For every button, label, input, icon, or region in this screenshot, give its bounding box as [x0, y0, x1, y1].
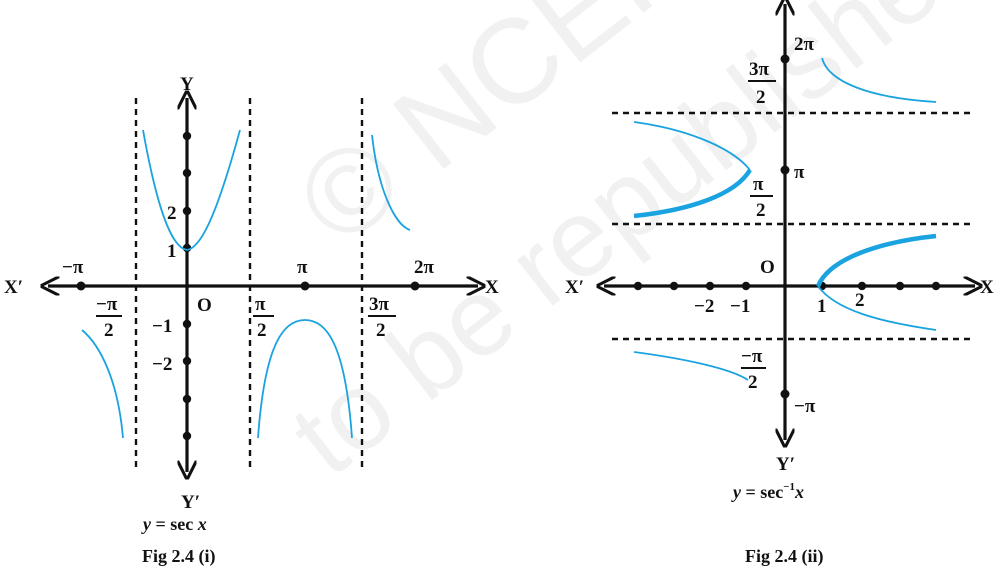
dot-x-neg5	[633, 281, 643, 291]
x-tick-neg2: −2	[694, 296, 714, 317]
y-tick-neg-pi: −π	[794, 396, 816, 417]
dot-2pi	[410, 281, 420, 291]
arcsec-branch-bottom-left	[633, 351, 749, 381]
dot-pi	[300, 281, 310, 291]
arcsec-curves	[633, 57, 937, 381]
tick-3pi2-num: 3π	[369, 294, 390, 315]
x-tick-2: 2	[855, 290, 865, 311]
arcsec-branch-lower-right	[817, 285, 937, 331]
arcsec-branch-top-right	[821, 57, 937, 103]
label-origin: O	[197, 295, 212, 316]
dot-y-2pi	[780, 54, 790, 64]
tick-dots-2	[633, 54, 941, 399]
y-tick-2pi: 2π	[794, 34, 815, 55]
y-tick-neg2: −2	[152, 354, 172, 375]
dot-neg-pi	[76, 281, 86, 291]
label-y-prime: Y′	[181, 492, 200, 513]
y-tick-negpi2-den: 2	[748, 372, 758, 393]
y-tick-pi2-num: π	[753, 174, 764, 195]
equation-2: y = sec−1x	[731, 481, 804, 502]
eq2-y: y	[731, 482, 742, 502]
label-x-prime: X′	[565, 277, 584, 298]
dot-yneg2	[182, 356, 192, 366]
sec-branch-right	[371, 134, 411, 231]
y-tick-pi2-den: 2	[756, 200, 766, 221]
dot-y1	[182, 243, 192, 253]
dot-x-neg4	[669, 281, 679, 291]
arcsec-principal-right	[815, 233, 937, 288]
label-x: X	[980, 277, 994, 298]
sec-branch-left	[81, 329, 124, 439]
eq1-x: x	[197, 514, 207, 534]
tick-pi: π	[297, 257, 308, 278]
tick-pi2-num: π	[255, 294, 266, 315]
label-x: X	[485, 277, 499, 298]
sec-branch-pi	[257, 319, 353, 439]
dot-y-pi	[780, 165, 790, 175]
dot-x-neg3	[705, 281, 715, 291]
dot-y3	[182, 168, 192, 178]
sec-branch-center	[142, 129, 241, 251]
dot-x-3	[895, 281, 905, 291]
eq2-sup: −1	[783, 481, 795, 493]
y-tick-1: 1	[167, 241, 177, 262]
eq1-y: y	[141, 514, 152, 534]
label-y: Y	[180, 74, 194, 95]
caption-2: Fig 2.4 (ii)	[745, 546, 824, 567]
dot-y4	[182, 131, 192, 141]
y-tick-3pi2-den: 2	[756, 87, 766, 108]
sec-curves	[81, 129, 411, 439]
arcsec-principal-left	[633, 168, 752, 219]
y-tick-pi: π	[794, 162, 805, 183]
eq2-x: x	[794, 482, 804, 502]
dot-yneg3	[182, 394, 192, 404]
tick-dots-1	[76, 131, 420, 441]
label-origin: O	[760, 257, 775, 278]
dot-x-4	[931, 281, 941, 291]
eq2-body: = sec	[741, 482, 783, 502]
tick-neg-pi2-num: −π	[96, 294, 118, 315]
dot-yneg1	[182, 319, 192, 329]
tick-pi2-den: 2	[257, 320, 267, 341]
eq1-body: = sec	[151, 514, 198, 534]
y-tick-neg1: −1	[152, 316, 172, 337]
tick-neg-pi: −π	[62, 257, 84, 278]
dot-yneg4	[182, 431, 192, 441]
dot-x-2	[857, 281, 867, 291]
graph-sec: Y Y′ X X′ O −π π 2π −π 2 π 2 3π 2 1 2 −1…	[4, 74, 499, 567]
tick-2pi: 2π	[414, 257, 435, 278]
arcsec-branch-upper-left-thin	[633, 121, 751, 171]
y-tick-2: 2	[167, 203, 177, 224]
dot-y-neg-pi	[780, 389, 790, 399]
equation-1: y = sec x	[141, 514, 207, 534]
watermark: © NCERT to be republished	[269, 0, 995, 499]
tick-3pi2-den: 2	[376, 320, 386, 341]
x-tick-neg1: −1	[730, 296, 750, 317]
label-y-prime: Y′	[776, 454, 795, 475]
dot-y2	[182, 206, 192, 216]
label-x-prime: X′	[4, 277, 23, 298]
y-tick-3pi2-num: 3π	[749, 59, 770, 80]
x-tick-1: 1	[817, 296, 827, 317]
tick-neg-pi2-den: 2	[104, 320, 114, 341]
y-tick-negpi2-num: −π	[741, 346, 763, 367]
graph-arcsec: X′ X O Y′ 1 2 −1 −2 2π π −π 3π 2 π 2 −π …	[565, 4, 994, 567]
dot-x-neg2	[741, 281, 751, 291]
caption-1: Fig 2.4 (i)	[142, 546, 216, 567]
